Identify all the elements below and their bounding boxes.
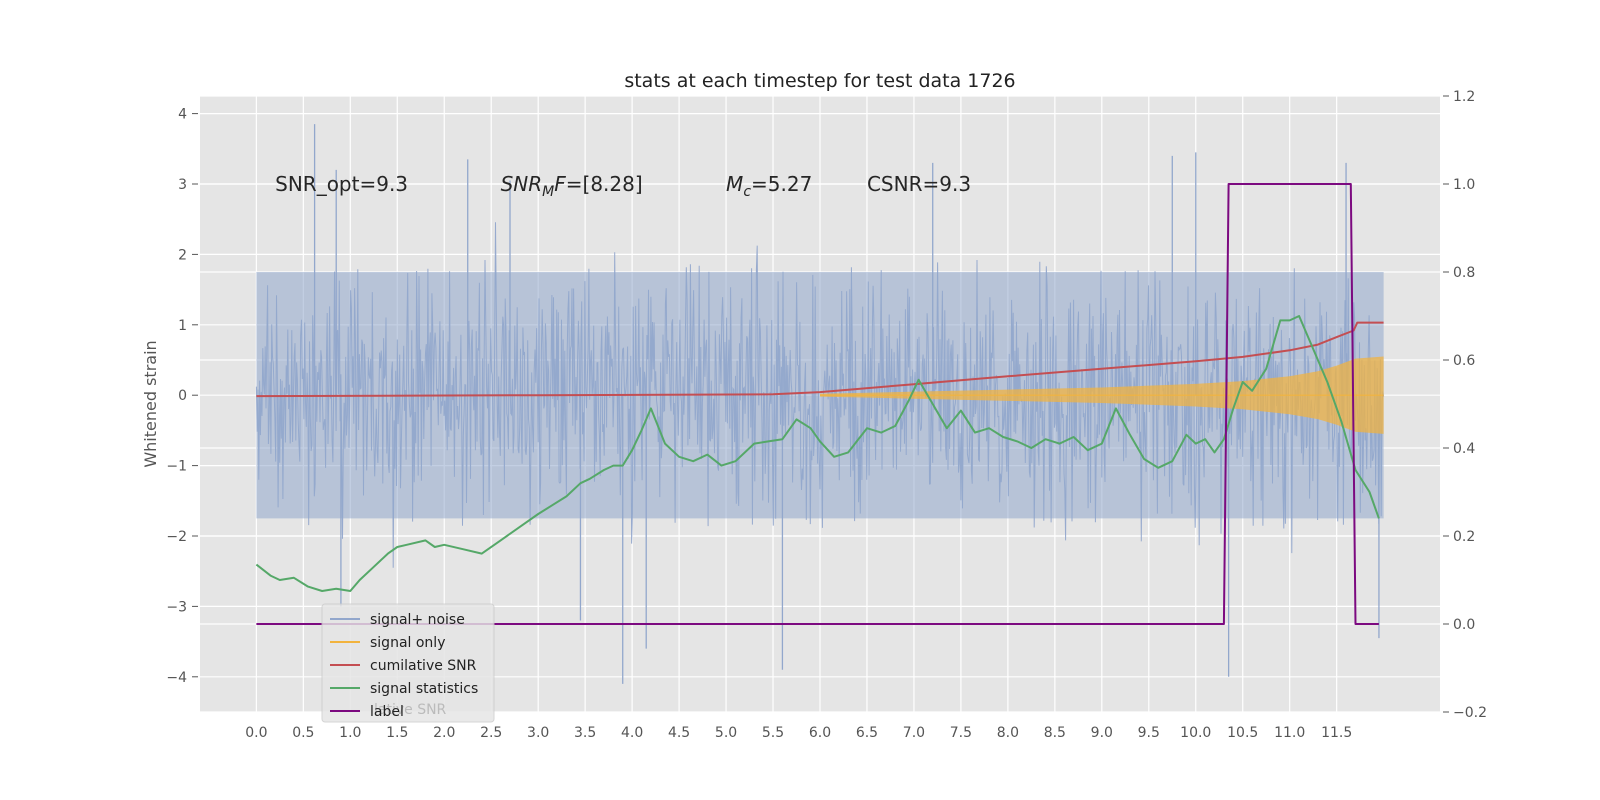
- y-tick-label: 2: [178, 247, 187, 263]
- cumulative-snr-line: [256, 321, 1384, 398]
- annotation: Mc=5.27: [726, 172, 812, 200]
- legend-entry: signal+ noise: [370, 612, 465, 628]
- annotation: SNRMF=[8.28]: [501, 172, 643, 200]
- y-tick-label: 3: [178, 177, 187, 193]
- x-tick-label: 2.5: [480, 725, 502, 741]
- y2-tick-label: 0.8: [1453, 265, 1475, 281]
- y2-tick-label: 0.2: [1453, 529, 1475, 545]
- x-tick-label: 9.5: [1138, 725, 1160, 741]
- x-tick-label: 9.0: [1091, 725, 1113, 741]
- y2-tick-label: 1.2: [1453, 89, 1475, 105]
- x-tick-label: 1.0: [339, 725, 361, 741]
- label-line: [256, 183, 1379, 625]
- x-tick-label: 2.0: [433, 725, 455, 741]
- y-tick-label: 4: [178, 107, 187, 123]
- legend-ghost-text: lative SNR: [374, 702, 447, 718]
- x-tick-label: 7.5: [950, 725, 972, 741]
- x-tick-label: 11.5: [1321, 725, 1352, 741]
- x-tick-label: 8.5: [1044, 725, 1066, 741]
- legend-entry: signal statistics: [370, 681, 478, 697]
- x-tick-label: 4.0: [621, 725, 643, 741]
- y-tick-label: −1: [166, 459, 187, 475]
- x-tick-label: 0.5: [292, 725, 314, 741]
- x-tick-label: 3.5: [574, 725, 596, 741]
- x-tick-label: 3.0: [527, 725, 549, 741]
- y-axis-label: Whitened strain: [141, 340, 160, 467]
- legend-entry: label: [370, 704, 404, 720]
- chart-title: stats at each timestep for test data 172…: [624, 70, 1015, 92]
- x-tick-label: 7.0: [903, 725, 925, 741]
- series-lines: [255, 183, 1384, 625]
- axis-ticks: 0.0 0.5 1.0 1.5 2.0 2.5 3.0 3.5 4.0 4.5 5.0 5.5 6.0 6…: [166, 89, 1487, 741]
- y-tick-label: 0: [178, 388, 187, 404]
- x-tick-label: 6.5: [856, 725, 878, 741]
- y-tick-label: −4: [166, 670, 187, 686]
- y-tick-label: −2: [166, 529, 187, 545]
- x-tick-label: 0.0: [245, 725, 267, 741]
- y-tick-label: −3: [166, 599, 187, 615]
- y2-tick-label: −0.2: [1453, 705, 1487, 721]
- y-tick-label: 1: [178, 318, 187, 334]
- signal-statistics-line: [255, 315, 1380, 592]
- x-tick-label: 10.5: [1227, 725, 1258, 741]
- annotation: SNR_opt=9.3: [275, 172, 408, 196]
- x-tick-label: 5.5: [762, 725, 784, 741]
- x-tick-label: 6.0: [809, 725, 831, 741]
- x-tick-label: 8.0: [997, 725, 1019, 741]
- x-tick-label: 10.0: [1180, 725, 1211, 741]
- y2-tick-label: 0.6: [1453, 353, 1475, 369]
- legend-entry: cumilative SNR: [370, 658, 477, 674]
- x-tick-label: 11.0: [1274, 725, 1305, 741]
- series-signal-only: [820, 356, 1384, 434]
- y2-tick-label: 0.0: [1453, 617, 1475, 633]
- legend-box: [321, 603, 495, 723]
- annotations: SNR_opt=9.3 SNRMF=[8.28] Mc=5.27 CSNR=9.3: [275, 172, 971, 200]
- y2-tick-label: 0.4: [1453, 441, 1475, 457]
- x-tick-label: 5.0: [715, 725, 737, 741]
- legend: lative SNR signal+ noise signal only cumila…: [321, 603, 495, 723]
- x-tick-label: 4.5: [668, 725, 690, 741]
- annotation: CSNR=9.3: [867, 172, 971, 196]
- y2-tick-label: 1.0: [1453, 177, 1475, 193]
- x-tick-label: 1.5: [386, 725, 408, 741]
- legend-entry: signal only: [370, 635, 445, 651]
